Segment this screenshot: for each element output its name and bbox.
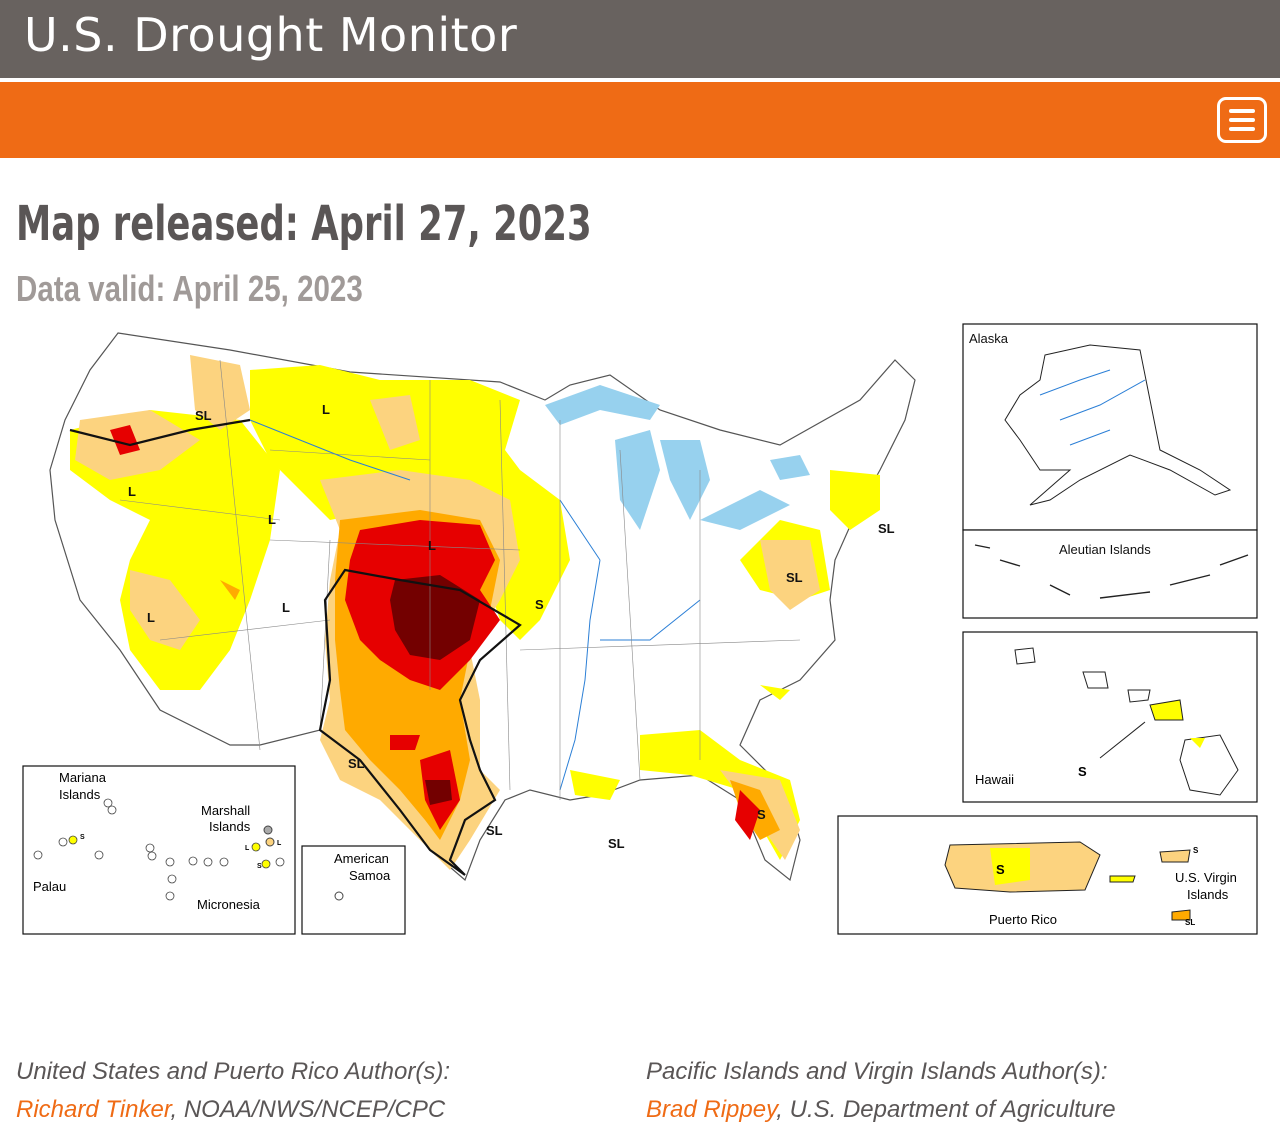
svg-text:L: L: [268, 512, 276, 527]
svg-text:S: S: [257, 863, 262, 870]
author-link-richard-tinker[interactable]: Richard Tinker: [16, 1096, 171, 1123]
svg-text:Puerto Rico: Puerto Rico: [989, 912, 1057, 927]
svg-text:SL: SL: [878, 521, 895, 536]
svg-text:S: S: [757, 807, 766, 822]
us-pr-authors: United States and Puerto Rico Author(s):…: [16, 1058, 450, 1124]
svg-text:American: American: [334, 851, 389, 866]
svg-text:Islands: Islands: [209, 819, 251, 834]
header-divider: [0, 78, 1280, 82]
svg-text:Hawaii: Hawaii: [975, 772, 1014, 787]
pacific-authors: Pacific Islands and Virgin Islands Autho…: [646, 1058, 1116, 1124]
svg-text:L: L: [277, 840, 282, 847]
svg-text:Islands: Islands: [59, 787, 101, 802]
nav-bar: [0, 82, 1280, 158]
d4-areas: [390, 575, 480, 805]
author-link-brad-rippey[interactable]: Brad Rippey: [646, 1096, 777, 1123]
svg-text:Islands: Islands: [1187, 887, 1229, 902]
pacific-author-label: Pacific Islands and Virgin Islands Autho…: [646, 1058, 1108, 1085]
state-lines: [119, 359, 801, 800]
svg-text:SL: SL: [348, 756, 365, 771]
hawaii-inset: S Hawaii: [962, 631, 1258, 803]
svg-text:SL: SL: [1185, 918, 1195, 927]
svg-text:SL: SL: [486, 823, 503, 838]
svg-text:Micronesia: Micronesia: [197, 897, 261, 912]
author-affiliation: , NOAA/NWS/NCEP/CPC: [170, 1096, 446, 1123]
svg-text:SL: SL: [786, 570, 803, 585]
svg-text:U.S. Virgin: U.S. Virgin: [1175, 870, 1237, 885]
map-released-date: Map released: April 27, 2023: [16, 196, 592, 252]
svg-text:Samoa: Samoa: [349, 868, 391, 883]
us-pr-author-label: United States and Puerto Rico Author(s):: [16, 1058, 450, 1085]
author-affiliation: , U.S. Department of Agriculture: [776, 1096, 1116, 1123]
svg-text:S: S: [535, 597, 544, 612]
svg-text:SL: SL: [608, 836, 625, 851]
conus-map: SL L L L L L L S SL SL SL SL S SL: [49, 332, 916, 882]
site-title[interactable]: U.S. Drought Monitor: [24, 8, 518, 62]
svg-text:SL: SL: [195, 408, 212, 423]
svg-text:L: L: [428, 538, 436, 553]
svg-text:L: L: [322, 402, 330, 417]
great-lakes: [545, 385, 810, 530]
svg-text:Alaska: Alaska: [969, 331, 1009, 346]
svg-text:Marshall: Marshall: [201, 803, 250, 818]
hamburger-menu-icon[interactable]: [1217, 97, 1267, 143]
svg-text:L: L: [147, 610, 155, 625]
drought-map[interactable]: SL L L L L L L S SL SL SL SL S SL Alaska…: [0, 320, 1280, 950]
american-samoa-inset: American Samoa: [301, 845, 406, 935]
svg-text:S: S: [1078, 764, 1087, 779]
rivers: [249, 419, 701, 791]
data-valid-date: Data valid: April 25, 2023: [16, 268, 363, 309]
svg-text:L: L: [282, 600, 290, 615]
puerto-rico-inset: S Puerto Rico S SL U.S. Virgin Islands: [837, 815, 1258, 935]
svg-text:S: S: [996, 862, 1005, 877]
svg-text:L: L: [128, 484, 136, 499]
svg-text:S: S: [1193, 846, 1199, 855]
svg-text:Mariana: Mariana: [59, 770, 107, 785]
svg-text:S: S: [80, 834, 85, 841]
impact-labels: SL L L L L L L S SL SL SL SL S SL: [128, 402, 895, 851]
site-header: U.S. Drought Monitor: [0, 0, 1280, 78]
svg-text:Palau: Palau: [33, 879, 66, 894]
impact-boundaries: [69, 418, 522, 876]
alaska-inset: Alaska Aleutian Islands: [962, 323, 1258, 619]
pacific-islands-inset: Mariana Islands Marshall Islands Palau M…: [22, 765, 296, 935]
svg-text:Aleutian Islands: Aleutian Islands: [1059, 542, 1151, 557]
svg-text:L: L: [245, 845, 250, 852]
